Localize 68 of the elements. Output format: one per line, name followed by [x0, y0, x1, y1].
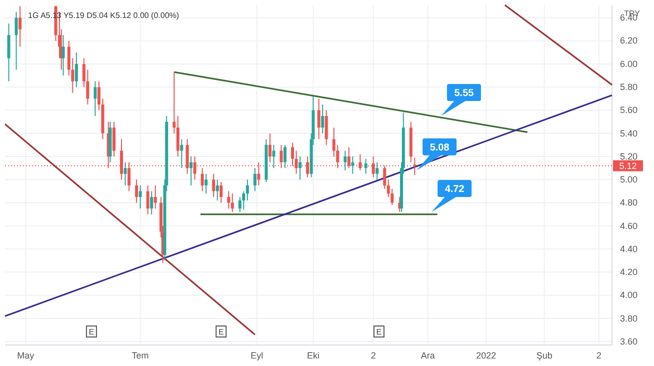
ref-line-label: 5.12	[619, 161, 637, 172]
x-tick-label: Şub	[536, 350, 552, 360]
annotation: 5.08	[430, 142, 450, 154]
y-tick-label: 3.60	[620, 336, 638, 346]
candlestick	[154, 184, 157, 210]
candlestick	[112, 121, 116, 157]
y-tick-label: 4.40	[620, 244, 638, 254]
annotation: E	[376, 328, 382, 336]
candlestick	[74, 52, 78, 88]
candlestick	[253, 168, 256, 192]
candlestick	[176, 116, 180, 157]
annotation: 4.72	[444, 184, 465, 196]
annotation: 5.55	[454, 88, 474, 100]
x-tick-label: 2	[596, 350, 602, 360]
y-tick-label: 4.80	[620, 198, 638, 208]
candlestick	[7, 23, 10, 82]
candlestick	[180, 138, 184, 169]
x-tick-label: Ara	[420, 350, 435, 360]
candlestick	[204, 173, 208, 194]
x-tick-label: 2022	[476, 350, 496, 360]
x-tick-label: May	[17, 350, 35, 360]
candlestick	[14, 11, 18, 70]
x-tick-label: Eyl	[250, 350, 264, 360]
y-tick-label: 4.60	[620, 220, 638, 231]
y-tick-label: 5.60	[620, 105, 638, 116]
y-tick-label: 6.00	[620, 58, 638, 69]
y-tick-label: 5.00	[620, 174, 638, 185]
candlestick	[230, 193, 234, 213]
annotation: E	[218, 328, 224, 336]
candlestick	[124, 162, 127, 186]
candlestick	[150, 190, 154, 215]
y-tick-label: 6.20	[620, 36, 638, 46]
candlestick	[220, 181, 223, 204]
candlestick	[18, 6, 22, 48]
candlestick	[94, 80, 97, 117]
candlestick	[227, 190, 230, 210]
x-tick-label: Tem	[132, 350, 149, 360]
candlestick	[146, 184, 150, 215]
y-tick-label: 4.20	[620, 267, 638, 278]
y-tick-label: 4.00	[620, 290, 638, 300]
y-tick-label: 5.20	[620, 151, 638, 162]
candlestick	[376, 162, 379, 180]
candlestick	[242, 190, 246, 210]
candlestick	[284, 144, 287, 169]
candlestick	[268, 132, 272, 163]
candlestick	[321, 104, 324, 134]
candlestick	[62, 34, 65, 76]
annotation: E	[88, 328, 94, 336]
candlestick	[216, 179, 219, 201]
candlestick	[324, 110, 328, 146]
y-tick-label: 5.80	[620, 82, 638, 92]
x-tick-label: 2	[370, 350, 376, 360]
candlestick	[212, 173, 216, 198]
candlestick	[172, 72, 176, 134]
candlestick	[344, 150, 347, 171]
candlestick	[190, 156, 193, 186]
candlestick	[317, 98, 320, 140]
candlestick	[364, 158, 368, 174]
y-tick-label: 5.40	[620, 128, 638, 138]
candlestick	[246, 179, 249, 201]
candlestick	[135, 179, 138, 204]
candlestick	[298, 156, 302, 180]
y-tick-label: 3.80	[620, 313, 638, 324]
candlestick	[272, 144, 276, 169]
x-tick-label: Eki	[306, 350, 320, 360]
candlestick	[138, 184, 142, 210]
candlestick	[280, 144, 283, 169]
candlestick	[200, 168, 204, 192]
